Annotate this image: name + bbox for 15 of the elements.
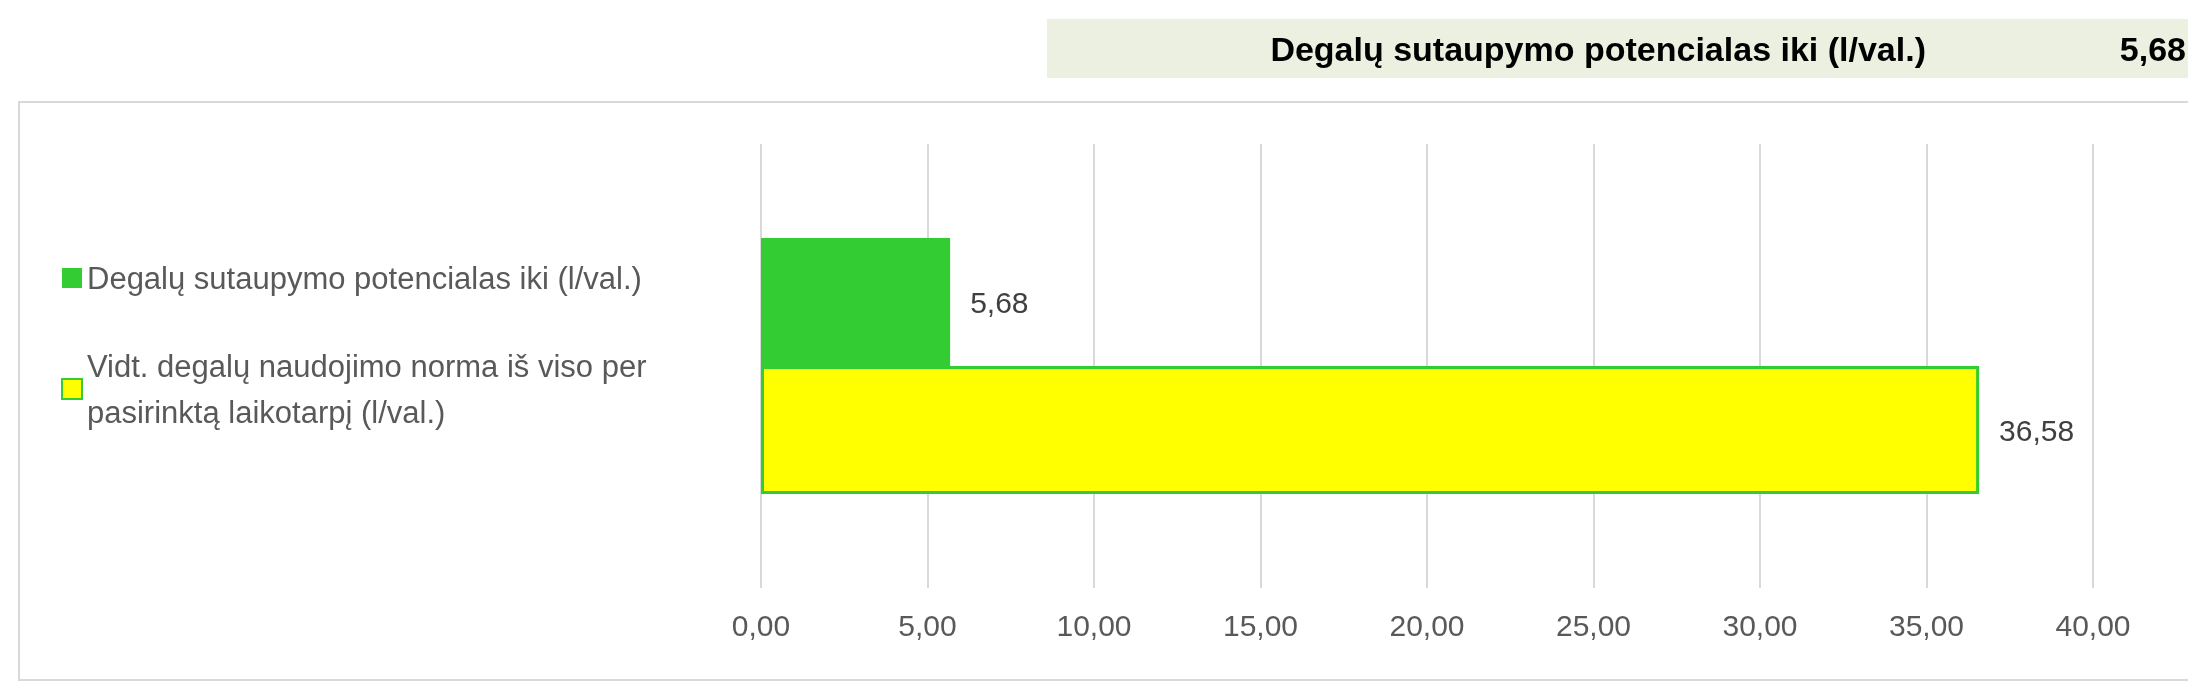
data-label: 36,58 [1999,413,2075,447]
x-tick-label: 25,00 [1555,608,1632,642]
x-tick-label: 20,00 [1389,608,1465,642]
legend-label: Degalų sutaupymo potencialas iki (l/val.) [87,260,642,296]
x-tick-label: 10,00 [1056,608,1132,642]
x-tick-label: 5,00 [898,608,957,642]
x-tick-label: 15,00 [1222,608,1299,642]
x-tick-label: 40,00 [2055,608,2131,642]
text: 5,68 [2119,30,2186,68]
data-label: 5,68 [970,285,1029,319]
x-tick-label: 0,00 [731,608,791,642]
x-tick-label: 30,00 [1722,608,1798,642]
legend-label: Vidt. degalų naudojimo norma iš viso per pasirinktą laikotarpį (l/val.) [87,348,656,430]
x-tick-label: 35,00 [1888,608,1965,642]
chart-title: Degalų sutaupymo potencialas iki (l/val.) [1270,30,1926,68]
